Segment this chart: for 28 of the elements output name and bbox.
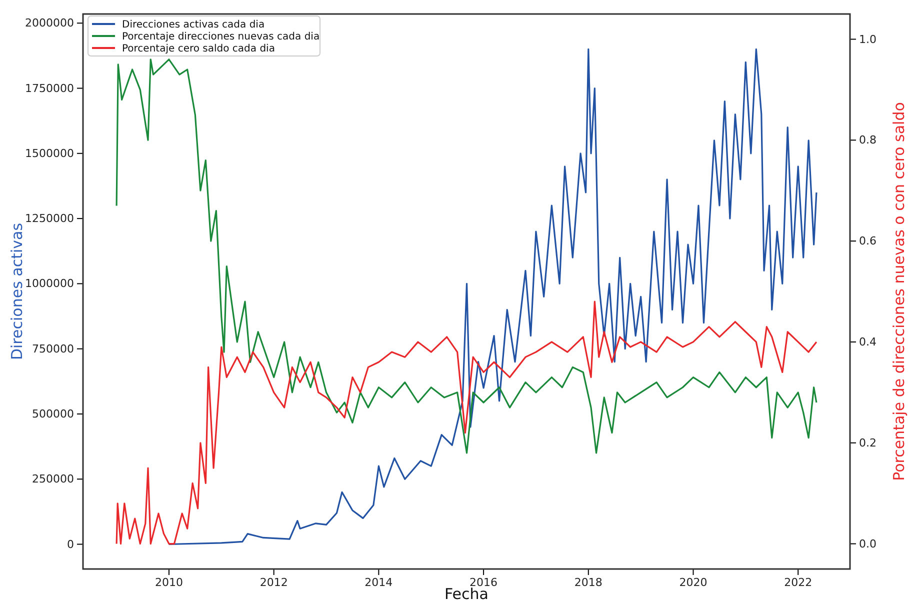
legend-label: Porcentaje cero saldo cada dia: [122, 44, 275, 54]
x-tick-label: 2022: [784, 576, 812, 589]
y-tick-label: 1750000: [25, 82, 74, 95]
y-tick-label: 500000: [32, 407, 74, 420]
legend-label: Porcentaje direcciones nuevas cada dia: [122, 32, 320, 42]
y-tick-label: 250000: [32, 472, 74, 486]
line-series: [116, 300, 818, 545]
y2-axis-title: Porcentaje de direcciones nuevas o con cero saldo: [890, 102, 908, 481]
x-tick-label: 2012: [260, 576, 288, 589]
y-tick-label: 0: [67, 538, 74, 551]
y-axis-title: Direciones activas: [8, 222, 26, 360]
y-tick-label: 2000000: [25, 16, 74, 30]
x-tick-label: 2018: [574, 576, 602, 589]
y2-tick-label: 0.6: [859, 234, 876, 248]
y2-tick-label: 0.4: [859, 335, 876, 348]
x-tick-label: 2014: [364, 576, 393, 589]
y-tick-label: 1000000: [25, 277, 74, 290]
y2-tick-label: 0.2: [859, 436, 876, 450]
x-tick-label: 2010: [154, 576, 183, 589]
y-tick-label: 750000: [32, 342, 74, 356]
y2-tick-label: 0.8: [859, 134, 876, 147]
y-tick-label: 1250000: [25, 212, 74, 226]
y2-tick-label: 0.0: [859, 537, 876, 550]
y2-tick-label: 1.0: [859, 32, 876, 46]
legend-label: Direcciones activas cada dia: [122, 20, 265, 30]
x-tick-label: 2020: [679, 576, 708, 589]
y-tick-label: 1500000: [25, 146, 74, 160]
line-series: [116, 58, 818, 454]
